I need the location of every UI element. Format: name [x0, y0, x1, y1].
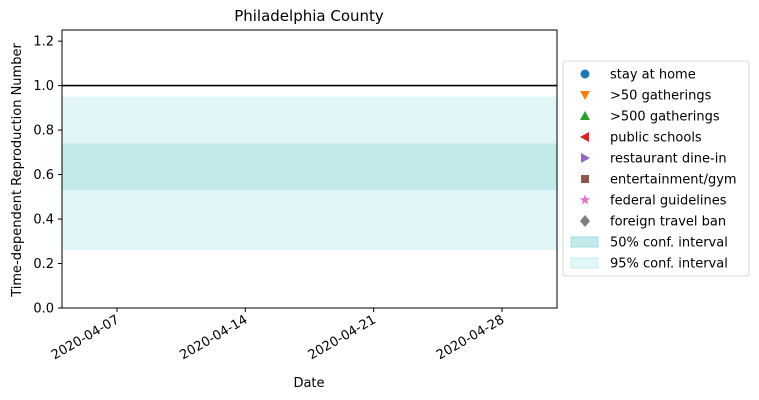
x-tick-label: 2020-04-21	[306, 312, 379, 363]
x-tick-label: 2020-04-28	[434, 312, 507, 363]
legend-box	[562, 60, 750, 277]
y-tick-label: 1.0	[33, 79, 54, 94]
legend-label: entertainment/gym	[610, 173, 737, 188]
chart-title: Philadelphia County	[234, 7, 384, 25]
legend-marker-patch	[570, 236, 599, 248]
legend-label: stay at home	[610, 68, 696, 83]
y-axis-title: Time-dependent Reproduction Number	[10, 43, 25, 298]
band-50	[62, 143, 557, 191]
y-tick-label: 0.6	[33, 168, 54, 183]
x-tick-label: 2020-04-07	[49, 312, 122, 363]
legend-marker-triangle-down	[580, 91, 590, 100]
legend-label: restaurant dine-in	[610, 152, 727, 167]
confidence-bands	[62, 96, 557, 251]
legend-marker-triangle-left	[580, 132, 589, 142]
legend-label: >50 gatherings	[610, 89, 712, 104]
legend-label: >500 gatherings	[610, 110, 720, 125]
x-tick-label: 2020-04-14	[177, 312, 250, 363]
y-tick-label: 1.2	[33, 35, 54, 50]
legend-marker-triangle-right	[581, 153, 590, 163]
y-tick-label: 0.8	[33, 124, 54, 139]
y-tick-label: 0.2	[33, 257, 54, 272]
y-axis: 0.0 0.2 0.4 0.6 0.8 1.0 1.2	[33, 35, 62, 317]
legend-marker-star	[579, 194, 591, 205]
x-axis: 2020-04-07 2020-04-14 2020-04-21 2020-04-28	[49, 308, 507, 363]
legend-marker-patch	[570, 257, 599, 269]
legend-marker-square	[581, 175, 589, 183]
plot-frame	[61, 29, 558, 309]
legend-label: 50% conf. interval	[610, 236, 728, 251]
legend-marker-diamond	[580, 215, 590, 227]
legend-label: federal guidelines	[610, 194, 727, 209]
y-tick-label: 0.4	[33, 213, 54, 228]
y-tick-label: 0.0	[33, 302, 54, 317]
legend-label: 95% conf. interval	[610, 257, 728, 272]
legend-label: public schools	[610, 131, 702, 146]
x-axis-title: Date	[293, 376, 324, 391]
legend-marker-triangle-up	[580, 111, 590, 120]
legend-label: foreign travel ban	[610, 215, 726, 230]
legend: stay at home >50 gatherings >500 gathering…	[562, 60, 750, 277]
plot-border	[61, 29, 558, 309]
legend-marker-circle	[580, 69, 590, 79]
